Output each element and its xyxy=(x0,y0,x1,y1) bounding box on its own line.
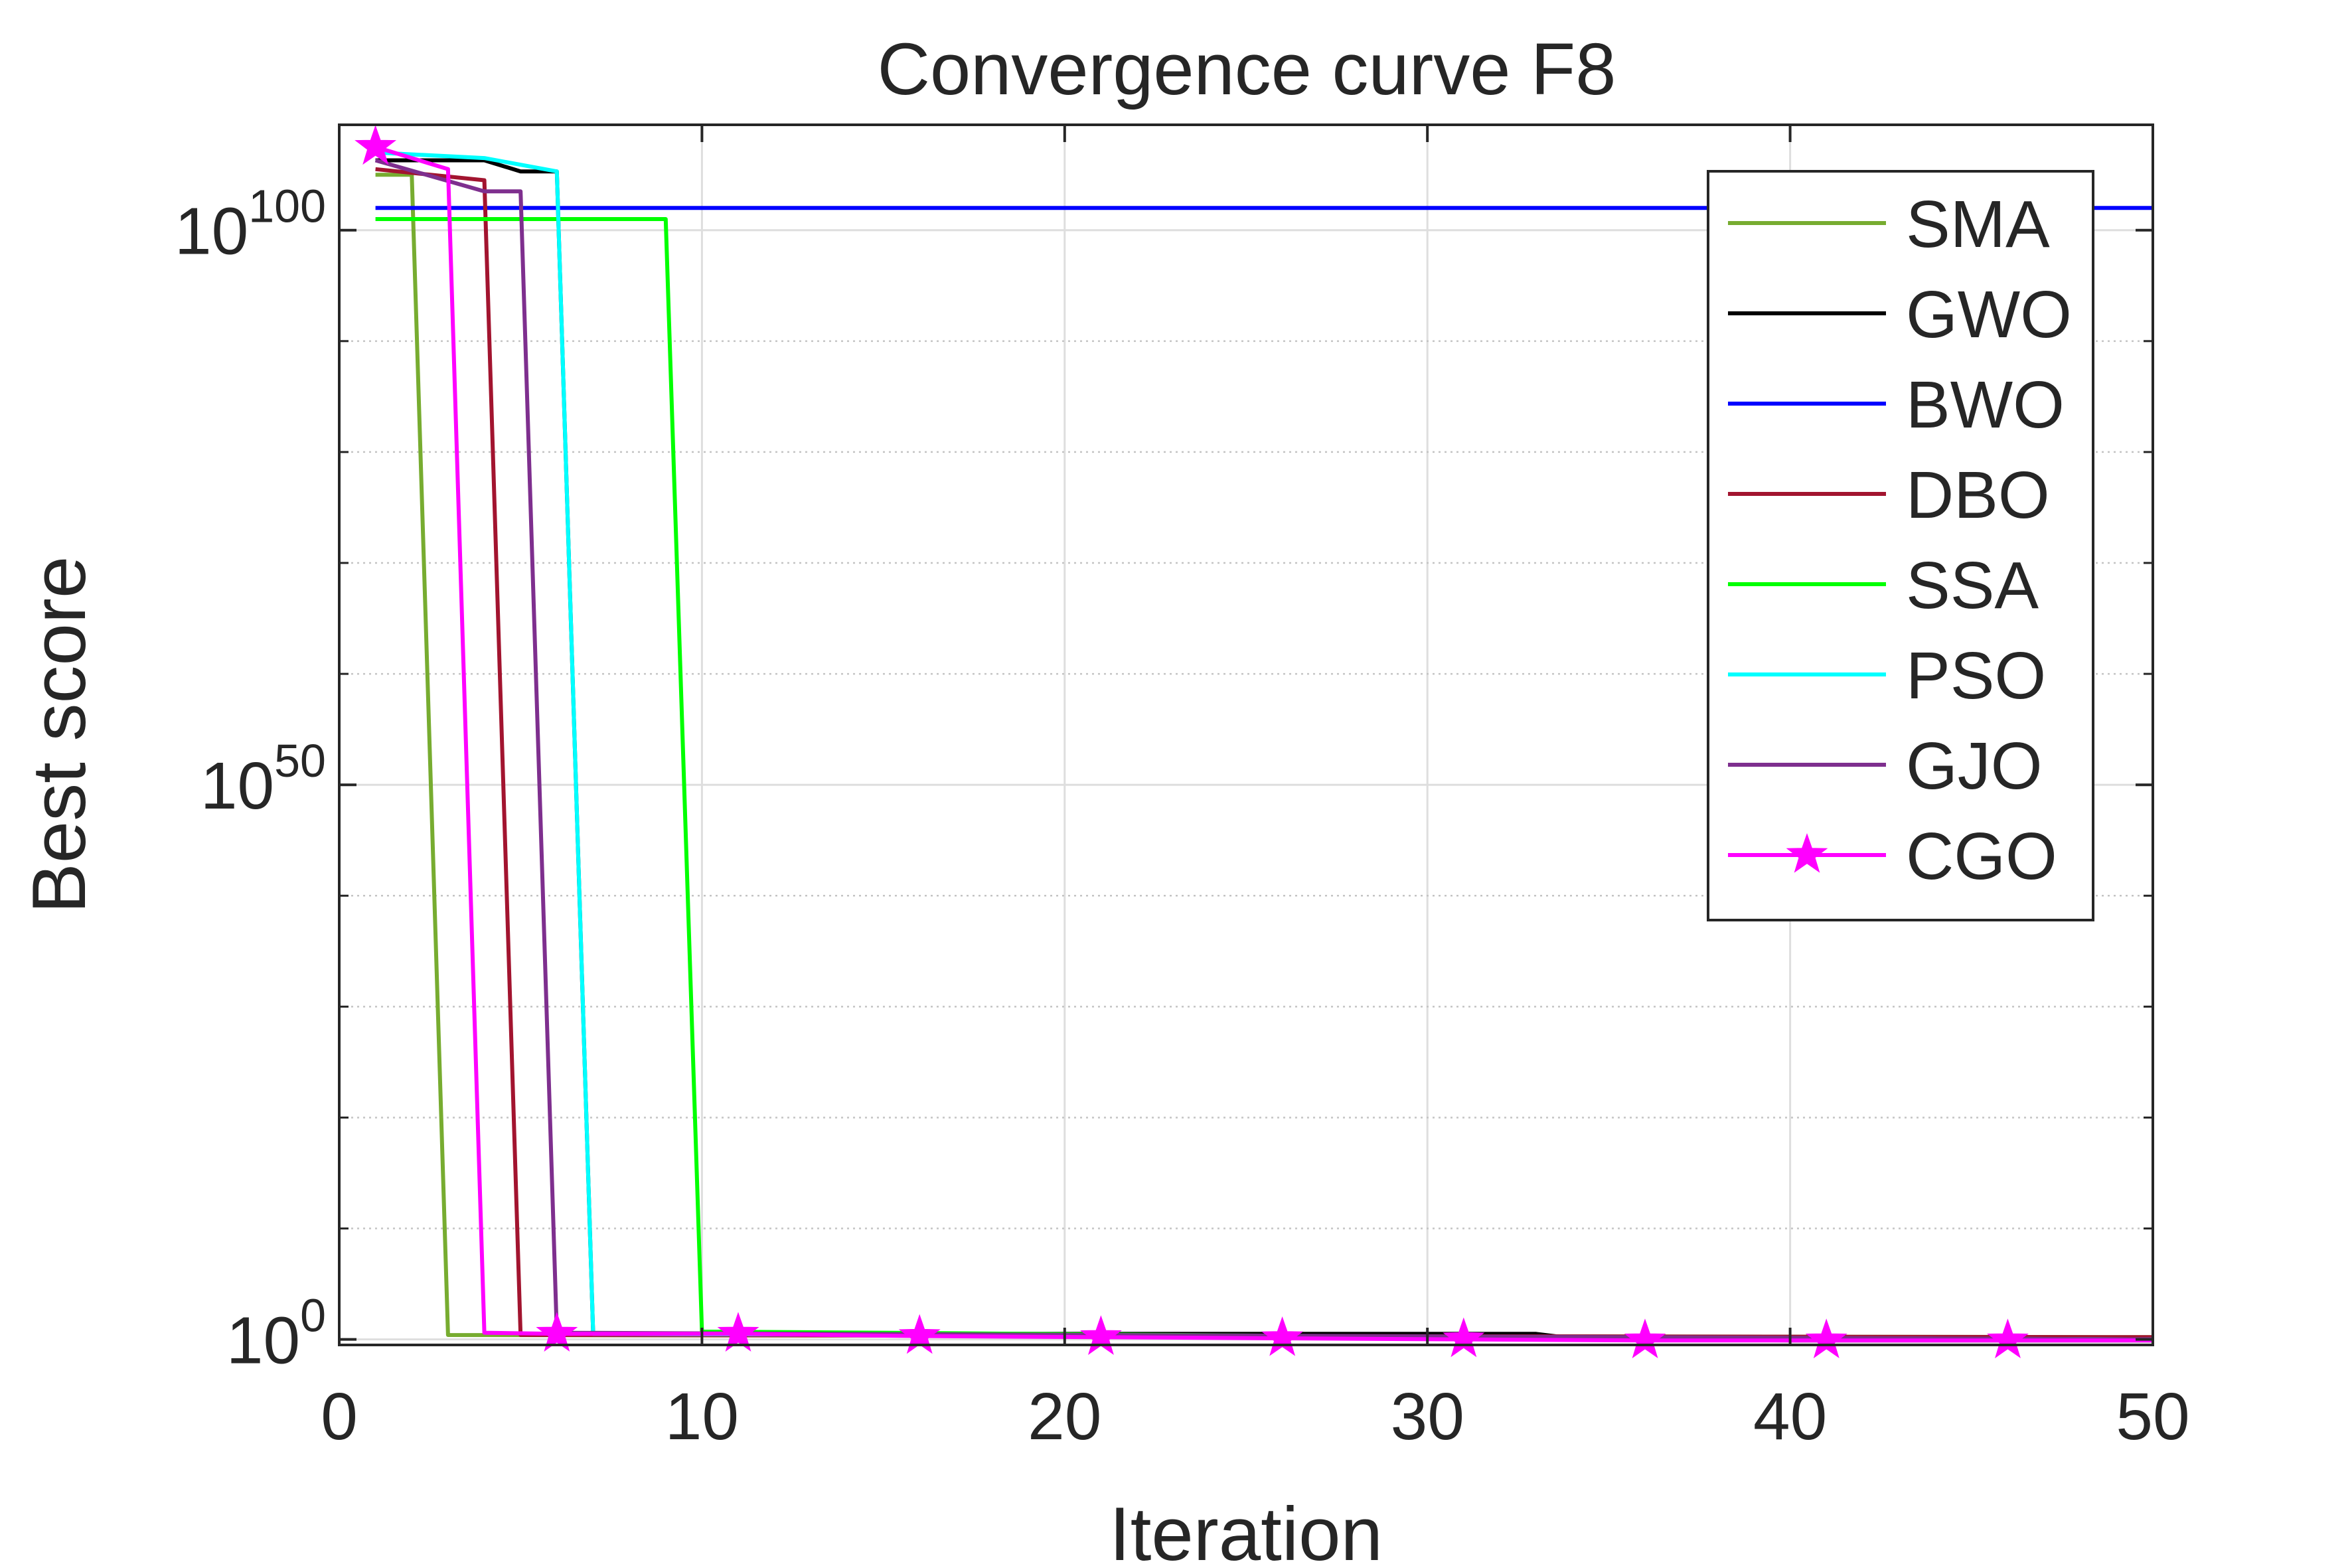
y-tick-label: 10100 xyxy=(175,181,326,269)
legend-label: GWO xyxy=(1906,277,2072,352)
y-tick-label-exponent: 100 xyxy=(248,181,326,232)
y-tick-label-exponent: 0 xyxy=(300,1290,326,1342)
legend-item-gwo: GWO xyxy=(1728,277,2072,352)
legend-item-gjo: GJO xyxy=(1728,729,2043,803)
series-cgo xyxy=(354,125,2153,1359)
legend-label: DBO xyxy=(1906,458,2050,532)
y-tick-label-base: 10 xyxy=(175,195,248,269)
legend-label: SSA xyxy=(1906,548,2039,623)
y-tick-label-base: 10 xyxy=(200,749,274,823)
legend-label: SMA xyxy=(1906,187,2050,262)
series-marker-cgo xyxy=(1987,1318,2029,1359)
series-marker-cgo xyxy=(717,1312,759,1352)
y-tick-label-base: 10 xyxy=(226,1304,300,1378)
y-tick-label: 1050 xyxy=(200,735,326,823)
x-tick-label: 40 xyxy=(1753,1379,1827,1454)
legend-item-sma: SMA xyxy=(1728,187,2050,262)
x-tick-label: 50 xyxy=(2116,1379,2189,1454)
y-axis-label: Best score xyxy=(17,556,102,914)
legend-item-bwo: BWO xyxy=(1728,368,2065,442)
legend-item-pso: PSO xyxy=(1728,639,2046,713)
chart-title: Convergence curve F8 xyxy=(878,29,1616,110)
legend-item-dbo: DBO xyxy=(1728,458,2050,532)
x-tick-label: 10 xyxy=(665,1379,739,1454)
legend-marker xyxy=(1786,832,1828,873)
x-tick-label: 20 xyxy=(1028,1379,1101,1454)
x-axis-tick-labels: 0 10 20 30 40 50 xyxy=(321,1379,2189,1454)
legend: SMA GWO BWO DBO SSA PSO GJO CGO xyxy=(1707,170,2094,921)
series-group xyxy=(354,125,2154,1359)
x-tick-label: 0 xyxy=(321,1379,358,1454)
legend-label: BWO xyxy=(1906,368,2065,442)
series-marker-cgo xyxy=(1624,1318,1666,1359)
x-axis-label: Iteration xyxy=(1109,1492,1383,1568)
legend-label: GJO xyxy=(1906,729,2043,803)
legend-label: CGO xyxy=(1906,819,2057,894)
axes-frame xyxy=(338,123,2154,1346)
y-tick-label-exponent: 50 xyxy=(274,735,326,787)
series-marker-cgo xyxy=(536,1312,578,1352)
series-marker-cgo xyxy=(1443,1317,1485,1358)
x-tick-label: 30 xyxy=(1391,1379,1464,1454)
legend-item-ssa: SSA xyxy=(1728,548,2039,623)
legend-label: PSO xyxy=(1906,639,2046,713)
series-marker-cgo xyxy=(1805,1318,1847,1359)
legend-item-cgo: CGO xyxy=(1728,819,2057,894)
legend-box xyxy=(1707,170,2094,921)
series-marker-cgo xyxy=(354,125,397,165)
y-tick-label: 100 xyxy=(226,1290,326,1378)
